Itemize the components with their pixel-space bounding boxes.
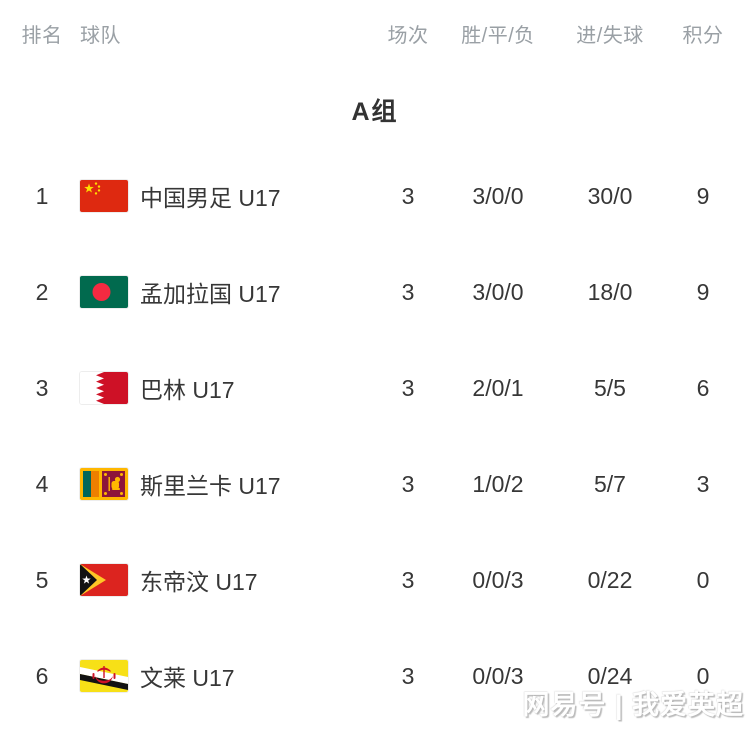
bahrain-flag-icon [80, 372, 128, 404]
team-cell: 中国男足 U17 [70, 179, 370, 213]
rank-cell: 4 [35, 470, 49, 497]
table-row: 1 中国男足 U17 3 3/0/0 30/0 9 [0, 148, 750, 244]
header-rank: 排名 [21, 25, 63, 47]
team-cell: 斯里兰卡 U17 [70, 467, 370, 501]
table-row: 6 文莱 [0, 628, 750, 724]
team-name: 斯里兰卡 U17 [140, 473, 281, 499]
rank-cell: 6 [35, 662, 49, 689]
table-row: 4 [0, 436, 750, 532]
wdl-cell: 2/0/1 [472, 374, 524, 401]
standings-rows: 1 中国男足 U17 3 3/0/0 30/0 9 [0, 148, 750, 724]
team-name: 孟加拉国 U17 [140, 281, 281, 307]
china-flag-icon [80, 180, 128, 212]
goals-cell: 30/0 [587, 182, 633, 209]
team-cell: 巴林 U17 [70, 371, 370, 405]
wdl-cell: 0/0/3 [472, 566, 524, 593]
team-cell: 孟加拉国 U17 [70, 275, 370, 309]
matches-cell: 3 [401, 662, 415, 689]
wdl-cell: 3/0/0 [472, 278, 524, 305]
sri-lanka-flag-icon [80, 468, 128, 500]
goals-cell: 5/5 [594, 374, 626, 401]
bangladesh-flag-icon [80, 276, 128, 308]
wdl-cell: 1/0/2 [472, 470, 524, 497]
table-row: 5 东帝汶 U17 3 0/0/3 0/22 0 [0, 532, 750, 628]
group-title: A组 [351, 98, 399, 126]
header-goals: 进/失球 [576, 25, 644, 47]
goals-cell: 18/0 [587, 278, 633, 305]
team-cell: 文莱 U17 [70, 659, 370, 693]
matches-cell: 3 [401, 374, 415, 401]
points-cell: 0 [696, 566, 710, 593]
matches-cell: 3 [401, 470, 415, 497]
team-name: 中国男足 U17 [140, 185, 281, 211]
team-name: 巴林 U17 [140, 377, 235, 403]
goals-cell: 5/7 [594, 470, 626, 497]
points-cell: 9 [696, 278, 710, 305]
header-wdl: 胜/平/负 [461, 25, 535, 47]
east-timor-flag-icon [80, 564, 128, 596]
rank-cell: 1 [35, 182, 49, 209]
goals-cell: 0/24 [587, 662, 633, 689]
netease-watermark: 网易号 | 我爱英超 [522, 690, 744, 720]
wdl-cell: 3/0/0 [472, 182, 524, 209]
header-points: 积分 [682, 25, 724, 47]
team-name: 东帝汶 U17 [140, 569, 258, 595]
points-cell: 3 [696, 470, 710, 497]
wdl-cell: 0/0/3 [472, 662, 524, 689]
matches-cell: 3 [401, 566, 415, 593]
points-cell: 6 [696, 374, 710, 401]
table-row: 3 巴林 U17 3 2/0/1 5/5 6 [0, 340, 750, 436]
header-team: 球队 [80, 25, 121, 47]
rank-cell: 2 [35, 278, 49, 305]
matches-cell: 3 [401, 278, 415, 305]
goals-cell: 0/22 [587, 566, 633, 593]
rank-cell: 5 [35, 566, 49, 593]
table-row: 2 孟加拉国 U17 3 3/0/0 18/0 9 [0, 244, 750, 340]
points-cell: 9 [696, 182, 710, 209]
matches-cell: 3 [401, 182, 415, 209]
header-matches: 场次 [387, 25, 429, 47]
brunei-flag-icon [80, 660, 128, 692]
table-header-row: 排名 球队 场次 胜/平/负 进/失球 积分 [0, 0, 750, 48]
team-cell: 东帝汶 U17 [70, 563, 370, 597]
rank-cell: 3 [35, 374, 49, 401]
points-cell: 0 [696, 662, 710, 689]
team-name: 文莱 U17 [140, 665, 235, 691]
